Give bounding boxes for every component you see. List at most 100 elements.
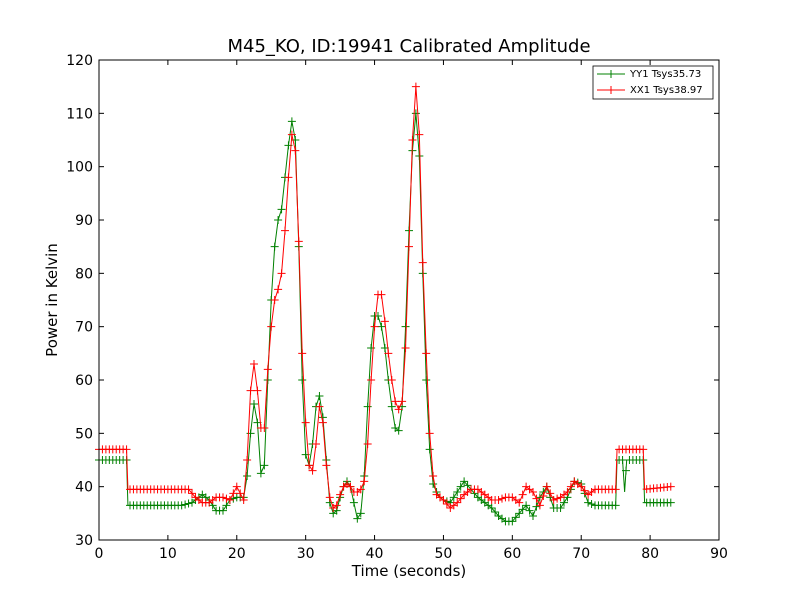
series-layer: [95, 82, 675, 526]
series-1-marker-91: [408, 136, 417, 144]
series-1-marker-117: [498, 494, 506, 503]
series-1-marker-97: [429, 472, 438, 480]
series-0-marker-53: [277, 205, 286, 214]
series-1-marker-59: [298, 349, 307, 358]
series-0-marker-43: [243, 472, 252, 480]
series-1-marker-45: [250, 360, 258, 368]
series-0-marker-26: [184, 499, 193, 508]
series-1-marker-79: [367, 376, 376, 384]
series-0-marker-150: [611, 501, 620, 510]
series-1-marker-95: [422, 349, 431, 358]
plot-frame: [98, 59, 720, 541]
series-0-marker-25: [181, 500, 190, 509]
series-0-marker-121: [511, 513, 520, 522]
legend: YY1 Tsys35.73 XX1 Tsys38.97: [592, 65, 714, 100]
legend-label-xx1: XX1 Tsys38.97: [630, 85, 703, 96]
series-1-marker-127: [532, 494, 541, 503]
y-tick-label-1: 40: [75, 480, 93, 496]
y-tick-label-7: 100: [66, 160, 93, 176]
series-1-marker-140: [577, 482, 586, 491]
series-1-marker-84: [384, 349, 393, 358]
series-1-marker-92: [411, 82, 420, 91]
series-1-marker-83: [380, 317, 389, 326]
series-1-marker-39: [229, 489, 238, 498]
series-1-marker-46: [253, 386, 262, 395]
series-0-marker-105: [456, 482, 465, 491]
series-1-marker-65: [318, 418, 327, 427]
series-1: [95, 82, 675, 512]
series-1-marker-82: [377, 290, 386, 299]
series-0-marker-124: [522, 501, 531, 510]
series-0-marker-48: [260, 461, 269, 470]
series-0-marker-56: [287, 117, 296, 126]
series-1-marker-100: [439, 496, 448, 504]
series-0-marker-52: [274, 216, 283, 224]
series-0-marker-85: [387, 402, 396, 411]
series-1-marker-87: [394, 405, 403, 414]
series-0-marker-96: [425, 445, 434, 454]
series-1-marker-132: [549, 496, 558, 504]
series-1-marker-38: [225, 496, 234, 504]
series-0-marker-126: [529, 512, 537, 520]
series-1-marker-26: [184, 485, 193, 494]
series-0-marker-125: [525, 506, 534, 515]
series-1-marker-105: [456, 494, 465, 503]
legend-marker-yy1: [607, 70, 615, 78]
series-0-marker-142: [584, 498, 593, 507]
series-1-marker-90: [405, 242, 413, 251]
series-0-marker-51: [270, 242, 279, 251]
series-1-marker-67: [325, 493, 334, 502]
series-1-marker-56: [287, 130, 296, 139]
y-tick-label-2: 50: [75, 426, 93, 442]
x-tick-label-7: 70: [572, 546, 590, 562]
series-0-marker-115: [491, 508, 500, 516]
series-0-marker-36: [219, 506, 227, 515]
series-0-marker-24: [177, 501, 186, 510]
series-1-marker-128: [535, 501, 544, 510]
series-1-marker-93: [415, 130, 424, 139]
series-1-marker-52: [274, 285, 283, 294]
y-tick-label-0: 30: [75, 533, 93, 549]
series-0-marker-97: [429, 480, 438, 488]
y-tick-label-3: 60: [75, 373, 93, 389]
x-tick-label-1: 10: [159, 546, 177, 562]
series-0-marker-59: [298, 376, 307, 384]
series-1-marker-40: [232, 482, 241, 491]
series-0-marker-74: [349, 498, 358, 507]
series-1-marker-61: [305, 461, 314, 470]
series-0-marker-47: [256, 469, 265, 478]
series-1-marker-49: [263, 365, 272, 374]
series-1-marker-80: [370, 322, 379, 331]
series-1-marker-55: [284, 173, 293, 182]
series-1-marker-42: [239, 496, 248, 504]
series-1-marker-130: [542, 482, 551, 491]
series-0-marker-79: [367, 344, 376, 352]
series-1-marker-60: [301, 418, 310, 427]
y-tick-label-5: 80: [75, 266, 93, 282]
series-0-marker-95: [422, 376, 431, 384]
x-tick-label-6: 60: [503, 546, 521, 562]
series-1-marker-137: [566, 482, 575, 491]
series-1-marker-89: [401, 344, 410, 352]
series-1-marker-78: [363, 440, 372, 448]
series-0-marker-103: [449, 493, 458, 502]
series-0-marker-134: [556, 504, 565, 512]
series-1-marker-48: [260, 424, 269, 432]
series-0-marker-45: [250, 400, 258, 408]
y-tick-label-9: 120: [66, 53, 93, 69]
series-1-marker-41: [236, 489, 245, 498]
legend-label-yy1: YY1 Tsys35.73: [629, 69, 701, 80]
series-1-marker-123: [518, 490, 527, 499]
series-0-marker-92: [411, 109, 420, 118]
series-0-marker-135: [560, 498, 568, 507]
series-1-marker-53: [277, 269, 286, 278]
series-1-marker-44: [246, 386, 255, 395]
series-1-marker-133: [553, 494, 562, 503]
series-1-marker-73: [346, 482, 355, 491]
series-0-marker-143: [587, 500, 596, 508]
series-1-marker-158: [639, 445, 648, 454]
y-tick-label-6: 90: [75, 213, 93, 229]
series-1-marker-141: [580, 486, 589, 495]
series-1-marker-62: [308, 466, 317, 475]
series-0-marker-78: [363, 402, 372, 411]
